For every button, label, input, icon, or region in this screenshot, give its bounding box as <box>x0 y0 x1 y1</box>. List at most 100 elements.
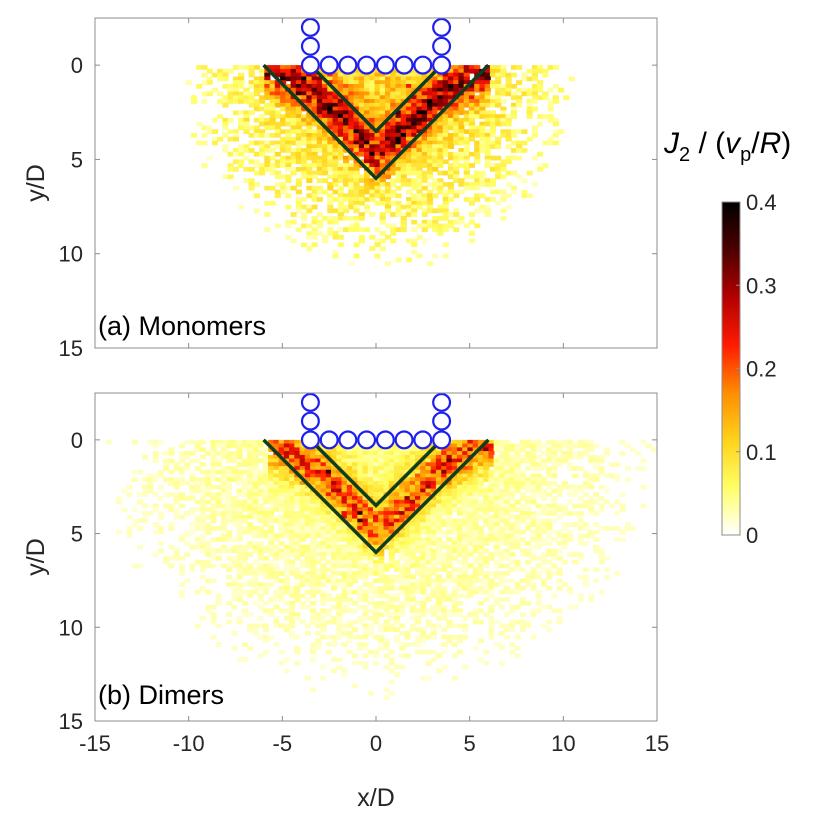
heat-cell <box>399 567 406 572</box>
heat-cell <box>357 477 364 482</box>
heat-cell <box>301 216 308 221</box>
heat-cell <box>390 129 397 134</box>
heat-cell <box>400 117 407 123</box>
heat-cell <box>295 144 302 149</box>
heat-cell <box>268 544 275 550</box>
heat-cell <box>274 87 281 93</box>
heat-cell <box>367 597 374 602</box>
heat-cell <box>306 231 313 236</box>
heat-cell <box>278 492 285 497</box>
heat-cell <box>467 496 474 501</box>
heat-cell <box>420 458 427 464</box>
heat-cell <box>540 458 547 464</box>
heat-cell <box>199 533 206 539</box>
heat-cell <box>336 552 343 557</box>
heat-cell <box>379 159 386 165</box>
heat-cell <box>415 537 422 542</box>
heat-cell <box>283 533 290 539</box>
heat-cell <box>294 567 301 572</box>
heat-cell <box>332 140 339 146</box>
heat-cell <box>310 601 317 606</box>
heat-cell <box>289 443 296 449</box>
heat-cell <box>231 604 238 610</box>
heat-cell <box>268 529 275 535</box>
heat-cell <box>247 541 254 546</box>
heat-cell <box>205 477 212 482</box>
heat-cell <box>493 481 500 486</box>
heat-cell <box>404 597 411 602</box>
heat-cell <box>264 155 271 161</box>
heat-cell <box>488 451 495 456</box>
heat-cell <box>194 589 201 595</box>
heat-cell <box>463 95 470 100</box>
heat-cell <box>425 559 432 565</box>
wedge-line <box>309 63 443 134</box>
heat-cell <box>582 567 589 572</box>
heat-cell <box>374 170 381 176</box>
heat-cell <box>336 526 343 531</box>
heat-cell <box>304 469 311 475</box>
heat-cell <box>227 68 234 74</box>
heat-cell <box>241 563 248 569</box>
heat-cell <box>168 563 175 569</box>
heat-cell <box>488 552 495 557</box>
heat-cell <box>285 234 292 240</box>
heat-cell <box>184 439 191 445</box>
heat-cell <box>217 91 224 97</box>
heat-cell <box>358 148 365 153</box>
heat-cell <box>540 466 547 471</box>
heat-cell <box>337 106 344 112</box>
heat-cell <box>551 473 558 479</box>
heat-cell <box>495 91 502 97</box>
heat-cell <box>264 72 271 78</box>
heat-cell <box>468 121 475 127</box>
heat-cell <box>341 447 348 452</box>
heat-cell <box>341 571 348 576</box>
heat-cell <box>383 627 390 632</box>
heat-cell <box>373 447 380 452</box>
heat-cell <box>294 511 301 516</box>
heat-cell <box>343 87 350 93</box>
heat-cell <box>388 586 395 591</box>
heat-cell <box>483 571 490 576</box>
heat-cell <box>447 163 454 168</box>
heat-cell <box>226 507 233 512</box>
heat-cell <box>294 541 301 546</box>
heat-cell <box>525 552 532 557</box>
heat-cell <box>227 95 234 100</box>
heat-cell <box>280 159 287 165</box>
heat-cell <box>451 601 458 606</box>
heat-cell <box>248 72 255 78</box>
heat-cell <box>336 631 343 636</box>
heat-cell <box>435 481 442 486</box>
heat-cell <box>463 110 470 116</box>
heat-cell <box>336 443 343 449</box>
heat-cell <box>299 507 306 512</box>
heat-cell <box>593 499 600 505</box>
heat-cell <box>199 488 206 494</box>
heat-cell <box>483 462 490 467</box>
heat-cell <box>467 469 474 475</box>
heat-cell <box>215 499 222 505</box>
heat-cell <box>598 458 605 464</box>
heat-cell <box>474 99 481 104</box>
heat-cell <box>516 80 523 85</box>
heat-cell <box>367 469 374 475</box>
heat-cell <box>430 556 437 561</box>
heat-cell <box>357 496 364 501</box>
heat-cell <box>420 601 427 606</box>
heat-cell <box>379 193 386 199</box>
heat-cell <box>274 95 281 100</box>
heat-cell <box>535 454 542 460</box>
heat-cell <box>348 117 355 123</box>
heat-cell <box>278 507 285 512</box>
heat-cell <box>332 208 339 214</box>
heat-cell <box>394 537 401 542</box>
heat-cell <box>385 151 392 157</box>
heat-cell <box>346 488 353 494</box>
heat-cell <box>394 469 401 475</box>
heat-cell <box>194 518 201 524</box>
heat-cell <box>268 559 275 565</box>
heat-cell <box>325 526 332 531</box>
heat-cell <box>383 567 390 572</box>
